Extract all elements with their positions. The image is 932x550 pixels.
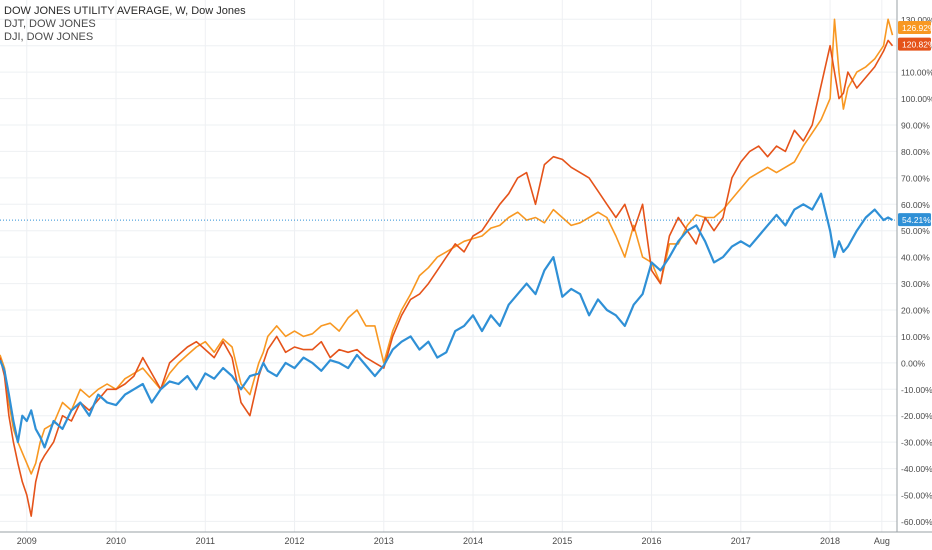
- y-tick-label: 110.00%: [901, 68, 932, 78]
- x-tick-label: 2011: [196, 536, 215, 546]
- last-value-label: 126.92%: [902, 23, 932, 33]
- y-tick-label: -30.00%: [901, 438, 932, 448]
- x-tick-label: 2017: [731, 536, 751, 546]
- x-tick-label: 2012: [285, 536, 305, 546]
- y-tick-label: -20.00%: [901, 411, 932, 421]
- grid-layer: [0, 0, 897, 532]
- y-tick-label: 30.00%: [901, 279, 930, 289]
- y-tick-label: 40.00%: [901, 253, 930, 263]
- label-layer: 126.92% 120.82% 54.21%: [0, 20, 932, 227]
- x-tick-label: 2014: [463, 536, 483, 546]
- x-tick-label: Aug: [874, 536, 890, 546]
- y-tick-label: -50.00%: [901, 491, 932, 501]
- y-tick-label: 50.00%: [901, 226, 930, 236]
- y-tick-label: 70.00%: [901, 173, 930, 183]
- x-tick-label: 2010: [106, 536, 126, 546]
- last-value-label: 54.21%: [902, 215, 931, 225]
- y-tick-label: -40.00%: [901, 464, 932, 474]
- series-line-dow-jones-utility-average: [0, 192, 894, 449]
- x-tick-label: 2009: [17, 536, 37, 546]
- y-tick-label: 10.00%: [901, 332, 930, 342]
- last-value-label: 120.82%: [902, 39, 932, 49]
- x-tick-label: 2018: [820, 536, 840, 546]
- legend-entry-dji: DJI, DOW JONES: [4, 31, 94, 43]
- y-tick-label: -60.00%: [901, 517, 932, 527]
- series-layer: [0, 18, 894, 517]
- y-tick-label: 100.00%: [901, 94, 932, 104]
- last-value-badge: [898, 20, 931, 34]
- last-value-badge: [898, 213, 931, 227]
- y-tick-label: 20.00%: [901, 306, 930, 316]
- x-tick-label: 2013: [374, 536, 394, 546]
- chart-legend: DOW JONES UTILITY AVERAGE, W, Dow Jones …: [4, 5, 246, 44]
- legend-title: DOW JONES UTILITY AVERAGE, W, Dow Jones: [4, 5, 246, 17]
- y-tick-label: -10.00%: [901, 385, 932, 395]
- x-tick-label: 2015: [552, 536, 572, 546]
- series-line-dji: [0, 39, 894, 517]
- legend-entry-djt: DJT, DOW JONES: [4, 18, 96, 30]
- y-tick-label: 0.00%: [901, 358, 926, 368]
- y-tick-label: 80.00%: [901, 147, 930, 157]
- series-line-djt: [0, 18, 894, 475]
- y-tick-label: 60.00%: [901, 200, 930, 210]
- x-tick-label: 2016: [642, 536, 662, 546]
- y-tick-label: 130.00%: [901, 15, 932, 25]
- y-tick-label: 90.00%: [901, 121, 930, 131]
- last-value-badge: [898, 37, 931, 51]
